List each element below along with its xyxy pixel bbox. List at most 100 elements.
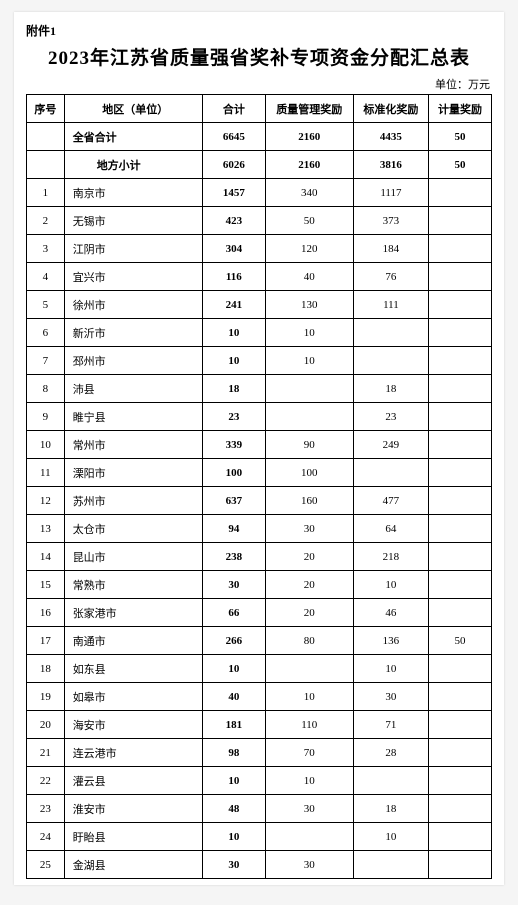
table-row: 7邳州市1010 xyxy=(27,347,492,375)
cell-quality: 20 xyxy=(265,543,353,571)
cell-measure xyxy=(429,403,492,431)
cell-standard xyxy=(353,767,428,795)
cell-region: 苏州市 xyxy=(64,487,202,515)
cell-standard xyxy=(353,459,428,487)
cell-measure xyxy=(429,711,492,739)
cell-quality: 340 xyxy=(265,179,353,207)
cell-measure xyxy=(429,851,492,879)
col-header-region: 地区（单位） xyxy=(64,95,202,123)
cell-total: 40 xyxy=(202,683,265,711)
cell-region: 新沂市 xyxy=(64,319,202,347)
cell-total: 637 xyxy=(202,487,265,515)
cell-quality: 160 xyxy=(265,487,353,515)
cell-quality xyxy=(265,655,353,683)
cell-measure xyxy=(429,263,492,291)
cell-measure xyxy=(429,235,492,263)
cell-quality xyxy=(265,375,353,403)
cell-standard: 18 xyxy=(353,795,428,823)
cell-standard: 373 xyxy=(353,207,428,235)
cell-total: 10 xyxy=(202,347,265,375)
cell-region: 张家港市 xyxy=(64,599,202,627)
cell-region: 盱眙县 xyxy=(64,823,202,851)
cell-region: 淮安市 xyxy=(64,795,202,823)
cell-region: 宜兴市 xyxy=(64,263,202,291)
cell-standard: 3816 xyxy=(353,151,428,179)
cell-region: 江阴市 xyxy=(64,235,202,263)
cell-index: 16 xyxy=(27,599,65,627)
cell-total: 423 xyxy=(202,207,265,235)
cell-quality: 30 xyxy=(265,515,353,543)
cell-total: 10 xyxy=(202,823,265,851)
cell-standard: 10 xyxy=(353,655,428,683)
cell-index: 15 xyxy=(27,571,65,599)
cell-region: 海安市 xyxy=(64,711,202,739)
cell-total: 10 xyxy=(202,655,265,683)
cell-standard: 30 xyxy=(353,683,428,711)
cell-region: 金湖县 xyxy=(64,851,202,879)
cell-index: 17 xyxy=(27,627,65,655)
table-row: 3江阴市304120184 xyxy=(27,235,492,263)
cell-standard: 10 xyxy=(353,823,428,851)
cell-quality: 10 xyxy=(265,319,353,347)
cell-standard: 64 xyxy=(353,515,428,543)
cell-total: 116 xyxy=(202,263,265,291)
cell-standard: 1117 xyxy=(353,179,428,207)
table-row: 16张家港市662046 xyxy=(27,599,492,627)
cell-region: 常熟市 xyxy=(64,571,202,599)
col-header-total: 合计 xyxy=(202,95,265,123)
cell-index: 13 xyxy=(27,515,65,543)
cell-measure xyxy=(429,207,492,235)
cell-total: 66 xyxy=(202,599,265,627)
cell-index: 11 xyxy=(27,459,65,487)
summary-row: 地方小计60262160381650 xyxy=(27,151,492,179)
cell-standard: 218 xyxy=(353,543,428,571)
table-row: 11溧阳市100100 xyxy=(27,459,492,487)
cell-measure xyxy=(429,571,492,599)
cell-region: 连云港市 xyxy=(64,739,202,767)
cell-quality: 10 xyxy=(265,767,353,795)
cell-region: 邳州市 xyxy=(64,347,202,375)
cell-quality: 90 xyxy=(265,431,353,459)
cell-index: 23 xyxy=(27,795,65,823)
cell-total: 18 xyxy=(202,375,265,403)
cell-quality: 10 xyxy=(265,683,353,711)
cell-measure xyxy=(429,599,492,627)
cell-measure xyxy=(429,739,492,767)
cell-standard: 71 xyxy=(353,711,428,739)
table-row: 15常熟市302010 xyxy=(27,571,492,599)
table-row: 25金湖县3030 xyxy=(27,851,492,879)
cell-index: 21 xyxy=(27,739,65,767)
cell-region: 地方小计 xyxy=(64,151,202,179)
cell-quality: 30 xyxy=(265,795,353,823)
document-page: 附件1 2023年江苏省质量强省奖补专项资金分配汇总表 单位：万元 序号 地区（… xyxy=(14,12,504,885)
cell-total: 339 xyxy=(202,431,265,459)
cell-measure xyxy=(429,459,492,487)
cell-standard: 28 xyxy=(353,739,428,767)
col-header-standard: 标准化奖励 xyxy=(353,95,428,123)
cell-index: 5 xyxy=(27,291,65,319)
cell-measure xyxy=(429,795,492,823)
cell-total: 10 xyxy=(202,319,265,347)
cell-measure: 50 xyxy=(429,627,492,655)
cell-total: 100 xyxy=(202,459,265,487)
cell-measure xyxy=(429,431,492,459)
table-row: 19如皋市401030 xyxy=(27,683,492,711)
cell-total: 238 xyxy=(202,543,265,571)
cell-region: 南通市 xyxy=(64,627,202,655)
cell-measure xyxy=(429,823,492,851)
cell-index xyxy=(27,151,65,179)
cell-index: 14 xyxy=(27,543,65,571)
cell-total: 30 xyxy=(202,851,265,879)
cell-quality xyxy=(265,823,353,851)
cell-index: 2 xyxy=(27,207,65,235)
cell-region: 灌云县 xyxy=(64,767,202,795)
cell-standard: 76 xyxy=(353,263,428,291)
attachment-label: 附件1 xyxy=(26,22,492,39)
table-body: 全省合计66452160443550地方小计602621603816501南京市… xyxy=(27,123,492,879)
cell-quality: 2160 xyxy=(265,151,353,179)
table-row: 8沛县1818 xyxy=(27,375,492,403)
cell-index: 25 xyxy=(27,851,65,879)
table-row: 17南通市2668013650 xyxy=(27,627,492,655)
cell-index: 12 xyxy=(27,487,65,515)
table-row: 18如东县1010 xyxy=(27,655,492,683)
